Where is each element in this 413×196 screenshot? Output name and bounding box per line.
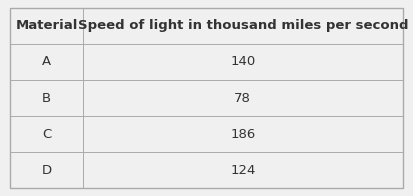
Text: C: C bbox=[42, 128, 51, 141]
Text: 140: 140 bbox=[230, 55, 255, 68]
Text: B: B bbox=[42, 92, 51, 104]
Text: Speed of light in thousand miles per second: Speed of light in thousand miles per sec… bbox=[78, 19, 408, 32]
Text: A: A bbox=[42, 55, 51, 68]
Text: 186: 186 bbox=[230, 128, 255, 141]
Text: 78: 78 bbox=[234, 92, 251, 104]
Text: 124: 124 bbox=[230, 164, 256, 177]
Text: Material: Material bbox=[15, 19, 78, 32]
Text: D: D bbox=[42, 164, 52, 177]
